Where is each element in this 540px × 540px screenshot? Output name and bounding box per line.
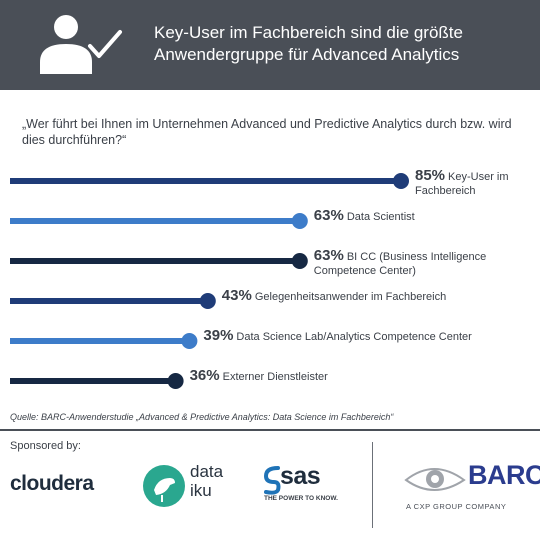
category-label: Competence Center): [313, 265, 416, 277]
bar-end-dot-4: [199, 293, 216, 309]
title-line-2: Anwendergruppe für Advanced Analytics: [154, 45, 460, 64]
sas-tagline: THE POWER TO KNOW.: [264, 495, 338, 502]
category-label: Data Scientist: [346, 211, 415, 223]
header-banner: Key-User im Fachbereich sind die größte …: [0, 0, 540, 90]
value-label: 85%: [415, 167, 446, 184]
title-line-1: Key-User im Fachbereich sind die größte: [154, 23, 463, 42]
category-label: Fachbereich: [415, 185, 476, 197]
footer-divider: [0, 429, 540, 431]
bar-label-2: 63% Data Scientist: [313, 207, 415, 224]
bar-label-6: 36% Externer Dienstleister: [189, 367, 328, 384]
logo-divider: [372, 442, 373, 528]
user-check-icon: [40, 15, 122, 74]
bar-chart: 85% Key-User im Fachbereich 63% Data Scienti…: [0, 160, 540, 400]
bar-end-dot-1: [393, 173, 409, 189]
bar-label-3: 63% BI CC (Business Intelligence Competenc…: [313, 247, 487, 278]
value-label: 36%: [189, 367, 220, 384]
sponsored-label: Sponsored by:: [10, 440, 81, 452]
bar-label-5: 39% Data Science Lab/Analytics Competence…: [203, 327, 472, 344]
bar-chart-svg: [10, 173, 409, 389]
dataiku-bird-icon: [143, 465, 185, 507]
barc-tagline: A CXP GROUP COMPANY: [406, 502, 507, 511]
barc-logo: BARC A CXP GROUP COMPANY: [402, 460, 540, 516]
bar-label-4: 43% Gelegenheitsanwender im Fachbereich: [221, 287, 447, 304]
bar-label-1: 85% Key-User im Fachbereich: [415, 167, 509, 198]
category-label: BI CC (Business Intelligence: [346, 251, 487, 263]
value-label: 63%: [313, 247, 344, 264]
dataiku-logo: data iku: [142, 462, 238, 508]
cloudera-logo: cloudera: [10, 472, 94, 495]
value-label: 39%: [203, 327, 234, 344]
bar-end-dot-2: [291, 213, 308, 229]
bar-end-dot-5: [181, 333, 198, 349]
category-label: Gelegenheitsanwender im Fachbereich: [254, 291, 447, 303]
dataiku-word-2: iku: [190, 481, 212, 500]
source-note: Quelle: BARC-Anwenderstudie „Advanced & …: [10, 412, 394, 422]
sas-wordmark: sas: [280, 462, 321, 490]
value-label: 63%: [313, 207, 344, 224]
sas-swirl-icon: [263, 466, 281, 495]
barc-eye-icon: [404, 468, 466, 491]
category-label: Externer Dienstleister: [222, 371, 328, 383]
category-label: Key-User im: [448, 171, 509, 183]
category-label: Data Science Lab/Analytics Competence Ce…: [236, 331, 472, 343]
barc-wordmark: BARC: [468, 460, 540, 490]
bar-end-dot-3: [291, 253, 308, 269]
sas-logo: sas THE POWER TO KNOW.: [262, 462, 352, 510]
page-title: Key-User im Fachbereich sind die größte …: [154, 22, 524, 66]
bar-end-dot-6: [167, 373, 184, 389]
value-label: 43%: [221, 287, 252, 304]
dataiku-word-1: data: [190, 462, 224, 481]
survey-question: „Wer führt bei Ihnen im Unternehmen Adva…: [22, 117, 512, 147]
